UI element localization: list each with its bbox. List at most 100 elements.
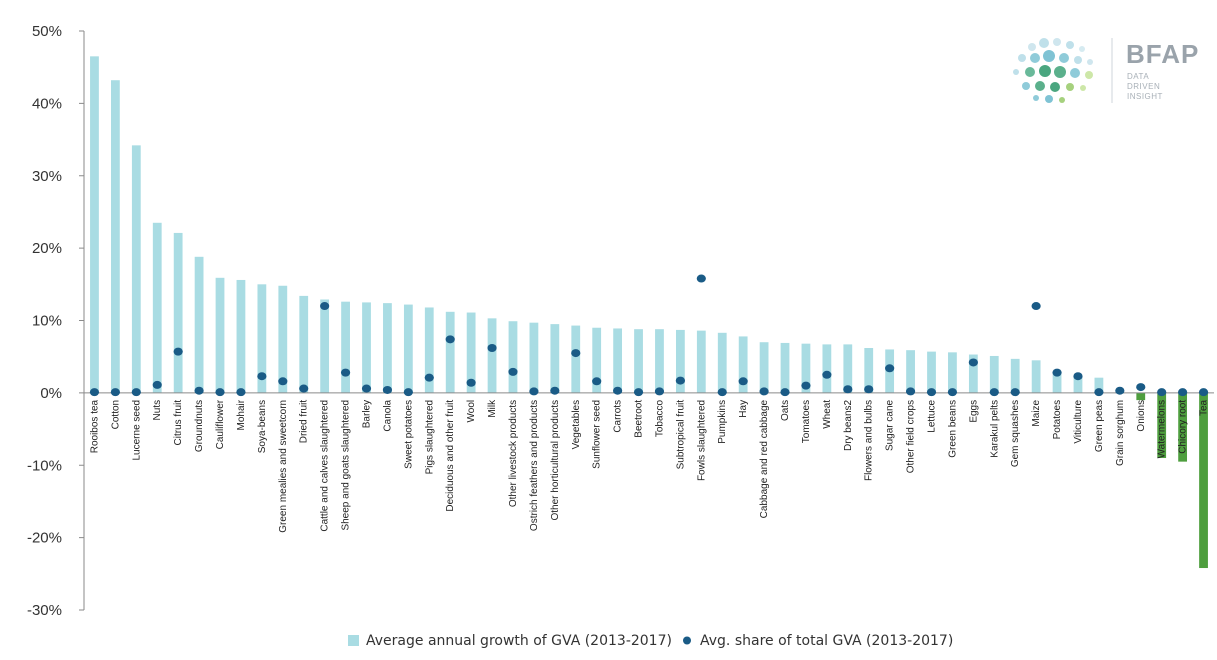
bar [445, 311, 455, 393]
share-dot [1052, 368, 1062, 377]
share-dot [466, 378, 476, 387]
x-tick-label: Soya-beans [257, 400, 268, 453]
bfap-logo: BFAP DATA DRIVEN INSIGHT [1013, 38, 1199, 103]
bar [948, 352, 957, 393]
x-tick-label: Sugar cane [885, 399, 896, 451]
bar [1073, 376, 1083, 393]
x-tick-label: Green peas [1094, 400, 1105, 452]
x-tick-label: Cotton [110, 400, 121, 429]
y-tick-label: -30% [27, 602, 62, 619]
bar [215, 277, 225, 393]
legend-swatch-share [683, 636, 691, 645]
bar [968, 354, 978, 393]
legend: Average annual growth of GVA (2013-2017)… [348, 633, 953, 649]
share-dot [194, 386, 204, 395]
x-tick-label: Barley [362, 400, 373, 428]
bar [927, 351, 936, 393]
share-dot [529, 387, 539, 396]
bar [173, 232, 183, 393]
bar [341, 301, 350, 393]
x-tick-label: Sunflower seed [592, 400, 603, 469]
share-dot [675, 376, 685, 385]
share-dot [236, 388, 246, 397]
x-tick-label: Groundnuts [194, 400, 205, 452]
share-dot [257, 372, 267, 381]
share-dot [613, 386, 623, 395]
x-tick-label: Watermelons [1157, 400, 1168, 459]
bar [717, 332, 727, 393]
x-tick-label: Green beans [947, 400, 958, 458]
bar [194, 256, 204, 393]
bar [1010, 358, 1020, 393]
x-tick-label: Chicory root [1178, 400, 1189, 454]
logo-name: BFAP [1126, 39, 1199, 69]
x-tick-label: Viticulture [1073, 399, 1084, 443]
y-tick-label: 40% [32, 95, 62, 112]
share-dot [89, 388, 100, 397]
share-dot [885, 364, 895, 373]
bar [1136, 392, 1146, 401]
bar [278, 285, 288, 393]
share-dot [1073, 372, 1083, 381]
x-tick-label: Vegetables [571, 400, 582, 450]
bar [320, 299, 330, 393]
bar [1031, 360, 1041, 393]
x-tick-label: Ostrich feathers and products [529, 400, 540, 531]
x-tick-label: Deciduous and other fruit [445, 400, 456, 512]
y-tick-label: 10% [32, 313, 62, 330]
x-tick-label: Tomatoes [801, 400, 812, 443]
legend-label-growth: Average annual growth of GVA (2013-2017) [366, 633, 672, 649]
x-tick-label: Eggs [968, 400, 979, 423]
bar [864, 348, 874, 393]
x-tick-label: Rooibos tea [89, 399, 100, 453]
x-tick-label: Other field crops [906, 400, 917, 473]
x-tick-label: Hay [738, 400, 749, 418]
bar [801, 343, 811, 393]
logo-dots-icon [1013, 38, 1093, 103]
share-dot [822, 370, 832, 379]
bar [299, 295, 309, 393]
bar [738, 336, 748, 393]
x-tick-label: Onions [1136, 400, 1147, 432]
share-dot [550, 386, 560, 395]
x-tick-label: Nuts [152, 400, 163, 421]
y-tick-label: -20% [27, 530, 62, 547]
share-dot [989, 388, 999, 397]
bar [508, 321, 518, 393]
share-dot [152, 380, 162, 389]
share-dot [1010, 388, 1020, 397]
x-tick-label: Dry beans2 [843, 399, 854, 451]
x-tick-label: Sheep and goats slaughtered [341, 400, 352, 531]
share-dot [340, 368, 351, 377]
share-dot [215, 388, 225, 397]
share-dot [738, 377, 748, 386]
bar [1094, 377, 1104, 393]
x-tick-label: Karakul pelts [989, 400, 1000, 458]
logo-tagline-2: DRIVEN [1127, 82, 1160, 91]
bar [1178, 392, 1188, 462]
bar [487, 318, 497, 393]
bar [152, 222, 162, 393]
bar [571, 325, 581, 393]
share-dot [403, 388, 413, 397]
share-dot [445, 335, 455, 344]
bar [424, 307, 434, 393]
x-tick-label: Lucerne seed [131, 400, 142, 461]
share-dot [487, 344, 497, 352]
share-dot [278, 377, 288, 386]
x-tick-label: Maize [1031, 399, 1042, 426]
x-tick-label: Wheat [822, 400, 833, 429]
share-dot [592, 377, 602, 386]
x-tick-label: Oats [780, 400, 791, 421]
x-tick-label: Citrus fruit [173, 400, 184, 446]
share-dot [1157, 388, 1167, 397]
x-tick-label: Dried fruit [299, 400, 310, 444]
x-tick-label: Tobacco [654, 399, 665, 437]
bar [236, 279, 246, 393]
bar [362, 302, 371, 393]
bar [257, 284, 267, 393]
bar [655, 329, 664, 393]
x-tick-label: Green mealies and sweetcorn [278, 400, 289, 533]
